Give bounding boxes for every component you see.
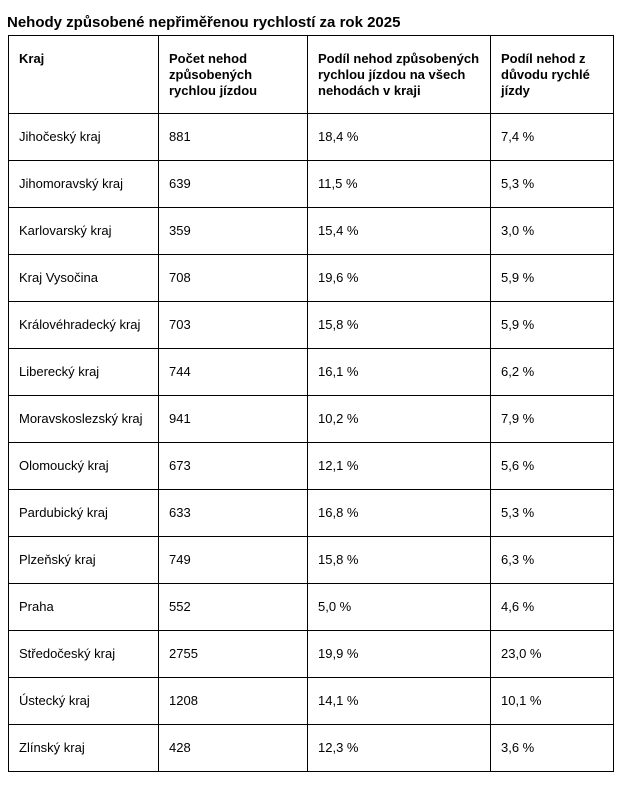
count-cell: 633 xyxy=(158,489,308,537)
count-cell: 639 xyxy=(158,160,308,208)
share-speed-reason-cell: 4,6 % xyxy=(490,583,614,631)
region-cell: Zlínský kraj xyxy=(8,724,159,772)
share-of-all-accidents-cell: 12,3 % xyxy=(307,724,491,772)
share-speed-reason-cell: 3,0 % xyxy=(490,207,614,255)
table-body: Jihočeský kraj 881 18,4 % 7,4 % Jihomoravský… xyxy=(8,113,614,772)
table-row: Kraj Vysočina 708 19,6 % 5,9 % xyxy=(8,254,614,302)
region-cell: Olomoucký kraj xyxy=(8,442,159,490)
share-speed-reason-cell: 7,4 % xyxy=(490,113,614,161)
share-speed-reason-cell: 7,9 % xyxy=(490,395,614,443)
table-row: Moravskoslezský kraj 941 10,2 % 7,9 % xyxy=(8,395,614,443)
column-header-region: Kraj xyxy=(8,35,159,114)
table-row: Zlínský kraj 428 12,3 % 3,6 % xyxy=(8,724,614,772)
header-row: Kraj Počet nehod způsobených rychlou jíz… xyxy=(8,35,614,114)
table-row: Jihočeský kraj 881 18,4 % 7,4 % xyxy=(8,113,614,161)
column-header-share-of-all-accidents: Podíl nehod způsobených rychlou jízdou n… xyxy=(307,35,491,114)
share-of-all-accidents-cell: 14,1 % xyxy=(307,677,491,725)
count-cell: 744 xyxy=(158,348,308,396)
count-cell: 881 xyxy=(158,113,308,161)
share-speed-reason-cell: 6,2 % xyxy=(490,348,614,396)
region-cell: Středočeský kraj xyxy=(8,630,159,678)
share-speed-reason-cell: 23,0 % xyxy=(490,630,614,678)
count-cell: 2755 xyxy=(158,630,308,678)
share-of-all-accidents-cell: 15,4 % xyxy=(307,207,491,255)
table-row: Karlovarský kraj 359 15,4 % 3,0 % xyxy=(8,207,614,255)
table-row: Pardubický kraj 633 16,8 % 5,3 % xyxy=(8,489,614,537)
share-speed-reason-cell: 5,6 % xyxy=(490,442,614,490)
table-row: Liberecký kraj 744 16,1 % 6,2 % xyxy=(8,348,614,396)
table-row: Středočeský kraj 2755 19,9 % 23,0 % xyxy=(8,630,614,678)
speed-accidents-table: Kraj Počet nehod způsobených rychlou jíz… xyxy=(8,35,614,772)
page-title: Nehody způsobené nepřiměřenou rychlostí … xyxy=(7,14,401,32)
share-speed-reason-cell: 5,3 % xyxy=(490,489,614,537)
count-cell: 1208 xyxy=(158,677,308,725)
share-of-all-accidents-cell: 5,0 % xyxy=(307,583,491,631)
share-speed-reason-cell: 10,1 % xyxy=(490,677,614,725)
count-cell: 703 xyxy=(158,301,308,349)
region-cell: Jihomoravský kraj xyxy=(8,160,159,208)
region-cell: Moravskoslezský kraj xyxy=(8,395,159,443)
table-row: Královéhradecký kraj 703 15,8 % 5,9 % xyxy=(8,301,614,349)
region-cell: Královéhradecký kraj xyxy=(8,301,159,349)
share-of-all-accidents-cell: 19,6 % xyxy=(307,254,491,302)
share-of-all-accidents-cell: 12,1 % xyxy=(307,442,491,490)
count-cell: 428 xyxy=(158,724,308,772)
share-of-all-accidents-cell: 19,9 % xyxy=(307,630,491,678)
table-row: Ústecký kraj 1208 14,1 % 10,1 % xyxy=(8,677,614,725)
table-row: Olomoucký kraj 673 12,1 % 5,6 % xyxy=(8,442,614,490)
share-of-all-accidents-cell: 18,4 % xyxy=(307,113,491,161)
region-cell: Praha xyxy=(8,583,159,631)
table-row: Jihomoravský kraj 639 11,5 % 5,3 % xyxy=(8,160,614,208)
count-cell: 708 xyxy=(158,254,308,302)
share-speed-reason-cell: 5,9 % xyxy=(490,301,614,349)
count-cell: 552 xyxy=(158,583,308,631)
count-cell: 749 xyxy=(158,536,308,584)
region-cell: Jihočeský kraj xyxy=(8,113,159,161)
share-of-all-accidents-cell: 10,2 % xyxy=(307,395,491,443)
region-cell: Ústecký kraj xyxy=(8,677,159,725)
count-cell: 673 xyxy=(158,442,308,490)
region-cell: Pardubický kraj xyxy=(8,489,159,537)
column-header-count: Počet nehod způsobených rychlou jízdou xyxy=(158,35,308,114)
share-of-all-accidents-cell: 11,5 % xyxy=(307,160,491,208)
count-cell: 941 xyxy=(158,395,308,443)
share-of-all-accidents-cell: 15,8 % xyxy=(307,536,491,584)
region-cell: Karlovarský kraj xyxy=(8,207,159,255)
table-row: Plzeňský kraj 749 15,8 % 6,3 % xyxy=(8,536,614,584)
share-speed-reason-cell: 6,3 % xyxy=(490,536,614,584)
table-row: Praha 552 5,0 % 4,6 % xyxy=(8,583,614,631)
share-of-all-accidents-cell: 16,1 % xyxy=(307,348,491,396)
share-of-all-accidents-cell: 16,8 % xyxy=(307,489,491,537)
region-cell: Liberecký kraj xyxy=(8,348,159,396)
share-speed-reason-cell: 5,9 % xyxy=(490,254,614,302)
region-cell: Plzeňský kraj xyxy=(8,536,159,584)
share-speed-reason-cell: 5,3 % xyxy=(490,160,614,208)
share-speed-reason-cell: 3,6 % xyxy=(490,724,614,772)
column-header-share-speed-reason: Podíl nehod z důvodu rychlé jízdy xyxy=(490,35,614,114)
share-of-all-accidents-cell: 15,8 % xyxy=(307,301,491,349)
count-cell: 359 xyxy=(158,207,308,255)
region-cell: Kraj Vysočina xyxy=(8,254,159,302)
